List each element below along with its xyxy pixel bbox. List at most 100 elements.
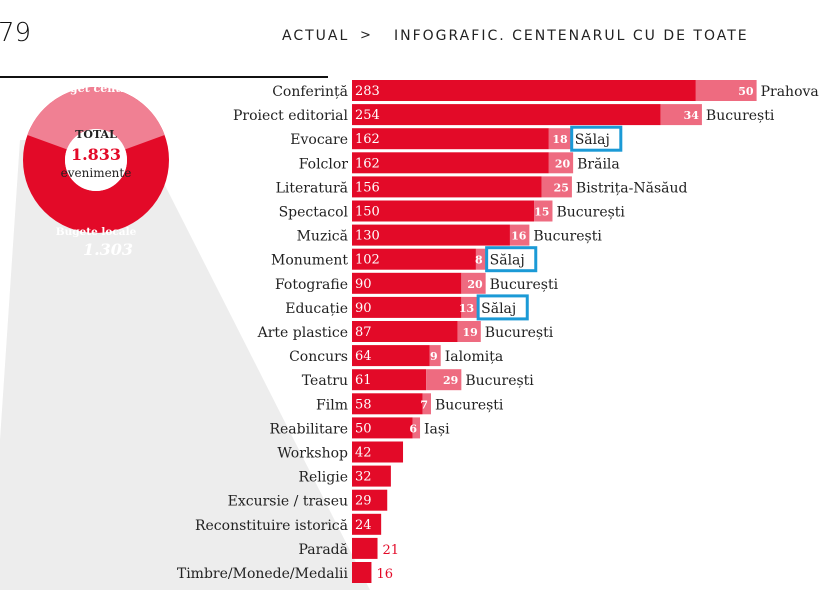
bar-main-value: 32 (355, 470, 372, 485)
category-label: Educație (285, 301, 348, 317)
bar-main-value: 42 (355, 446, 372, 461)
bar-secondary (422, 393, 431, 415)
category-label: Teatru (302, 373, 348, 389)
county-label: București (465, 373, 534, 389)
bar-main-value: 58 (355, 397, 372, 412)
category-label: Reabilitare (269, 421, 348, 437)
highlight-box (570, 125, 623, 152)
county-label: București (556, 205, 625, 221)
breadcrumb-home[interactable]: ACTUAL (282, 28, 350, 44)
highlight-box (485, 246, 538, 273)
bar-main-value: 254 (355, 108, 380, 123)
donut-center-value: 1.833 (71, 145, 121, 164)
donut-bottom-label: Bugete locale (56, 226, 137, 238)
category-label: Excursie / traseu (228, 494, 348, 510)
bar-secondary (429, 345, 441, 367)
bar-main (352, 296, 462, 318)
bar-main-value: 162 (355, 156, 380, 171)
bar-main-value: 90 (355, 277, 372, 292)
zoom-funnel-shape (0, 140, 370, 590)
bar-secondary (461, 272, 486, 294)
county-label: București (485, 325, 554, 341)
bar-main-value: 29 (355, 494, 372, 509)
bar-main-value: 162 (355, 132, 380, 147)
category-label: Concurs (289, 349, 348, 365)
category-label: Fotografie (275, 277, 348, 293)
bar-secondary (695, 80, 757, 101)
county-label: Iași (424, 421, 450, 437)
category-label: Timbre/Monede/Medalii (177, 566, 349, 582)
bar-secondary-value: 6 (409, 422, 417, 435)
category-label: Evocare (290, 132, 348, 148)
donut-top-label: Buget central (53, 82, 138, 95)
bar-main (352, 200, 535, 222)
category-label: Arte plastice (257, 325, 348, 341)
category-label: Muzică (297, 229, 348, 245)
bar-main-value: 130 (355, 229, 380, 244)
county-label: Bistrița-Năsăud (576, 180, 688, 196)
bar-main (352, 248, 476, 270)
bar-main (352, 321, 458, 342)
bar-main (352, 441, 404, 463)
donut-bottom-value: 1.303 (83, 240, 133, 259)
bar-main (352, 176, 542, 198)
page-header: 79 ACTUAL > INFOGRAFIC. CENTENARUL CU DE… (0, 0, 840, 78)
bar-main-value: 61 (355, 373, 372, 388)
bar-main-value: 21 (383, 543, 400, 558)
bar-secondary (457, 321, 481, 342)
bar-secondary (541, 176, 572, 198)
bar-main (352, 152, 549, 174)
bar-main-value: 24 (355, 518, 372, 533)
bar-main (352, 272, 462, 294)
category-label: Proiect editorial (233, 108, 349, 124)
bar-secondary-value: 15 (534, 206, 549, 219)
donut-center (65, 129, 127, 191)
bar-secondary-value: 19 (462, 326, 477, 339)
bar-main (352, 562, 372, 583)
bar-secondary (509, 224, 530, 246)
bar-main-value: 283 (355, 84, 380, 99)
bar-secondary-value: 50 (738, 85, 754, 98)
donut-center-title: TOTAL (75, 128, 117, 141)
donut-center-unit: evenimente (61, 166, 132, 180)
bar-secondary-value: 34 (684, 109, 700, 122)
bar-secondary-value: 9 (430, 350, 438, 363)
bar-main (352, 465, 391, 487)
bar-group: Conferință 283 50 Prahova Proiect editorial 2… (177, 80, 819, 583)
county-label: Prahova (761, 84, 819, 100)
bar-secondary (534, 200, 553, 222)
bar-main (352, 537, 378, 559)
bar-secondary-value: 25 (554, 181, 569, 194)
bar-main (352, 104, 661, 126)
bar-secondary (461, 296, 478, 318)
page-number: 79 (0, 18, 32, 48)
category-label: Folclor (299, 156, 349, 172)
bar-main-value: 150 (355, 205, 380, 220)
county-label: Sălaj (481, 301, 516, 317)
bar-secondary-value: 16 (511, 230, 527, 243)
bar-main-value: 102 (355, 253, 380, 268)
bar-main (352, 345, 430, 367)
bar-main (352, 513, 382, 535)
category-label: Paradă (299, 542, 349, 558)
bar-secondary-value: 20 (555, 157, 571, 170)
county-label: București (435, 397, 504, 413)
bar-main-value: 90 (355, 301, 372, 316)
bar-main-value: 87 (355, 325, 372, 340)
bar-secondary (475, 248, 486, 270)
bar-main (352, 489, 388, 511)
county-label: București (490, 277, 559, 293)
bar-secondary-value: 18 (552, 133, 568, 146)
breadcrumb-separator: > (360, 28, 371, 43)
bar-main-value: 64 (355, 349, 372, 364)
bar-main-value: 50 (355, 421, 372, 436)
breadcrumb-current: INFOGRAFIC. CENTENARUL CU DE TOATE (394, 28, 749, 44)
header-rule (0, 76, 328, 78)
bar-secondary (548, 128, 571, 150)
infographic-chart: Buget central TOTAL 1.833 evenimente Bug… (0, 80, 819, 590)
county-label: Brăila (577, 156, 620, 172)
bar-main (352, 393, 423, 415)
category-label: Spectacol (279, 205, 349, 221)
bar-main (352, 417, 413, 439)
bar-main-value: 156 (355, 180, 380, 195)
